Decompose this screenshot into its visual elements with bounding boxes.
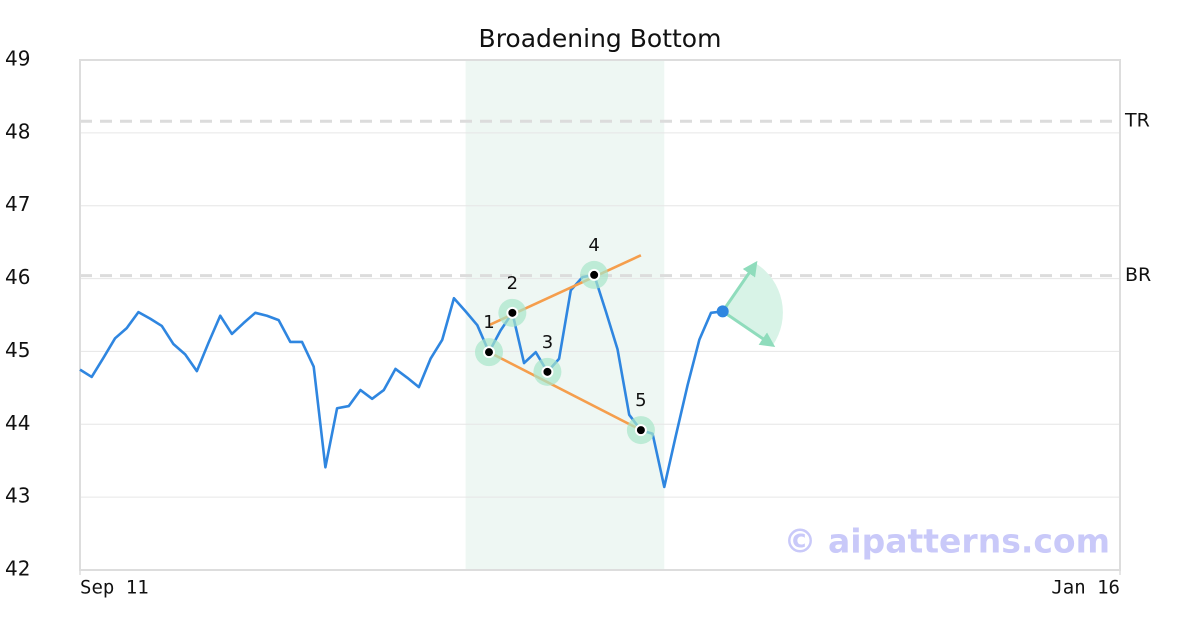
x-tick-label: Sep 11	[80, 577, 149, 599]
up-arrow	[721, 260, 758, 313]
watermark: © aipatterns.com	[784, 522, 1110, 561]
down-arrow	[721, 310, 776, 348]
price-line	[79, 273, 723, 489]
pattern-point	[588, 268, 601, 281]
y-tick-label: 43	[5, 484, 30, 508]
level-label: TR	[1124, 110, 1150, 132]
direction-wedge	[722, 263, 783, 346]
pattern-point	[634, 424, 647, 437]
current-point	[716, 305, 729, 318]
y-tick-label: 42	[5, 557, 30, 581]
pattern-label: 5	[635, 390, 646, 411]
level-label: BR	[1125, 264, 1151, 286]
pattern-label: 2	[507, 273, 518, 294]
pattern-label: 4	[588, 235, 599, 256]
pattern-label: 1	[483, 312, 494, 333]
y-tick-label: 46	[5, 265, 30, 289]
highlight-range	[465, 60, 665, 570]
pattern-point	[541, 365, 554, 378]
x-tick-label: Jan 16	[1051, 577, 1120, 599]
y-tick-label: 45	[5, 338, 30, 362]
y-tick-label: 44	[5, 411, 30, 435]
pattern-point	[482, 346, 495, 359]
pattern-point	[506, 306, 519, 319]
y-tick-label: 47	[5, 192, 30, 216]
y-tick-label: 48	[5, 119, 30, 143]
pattern-label: 3	[542, 332, 553, 353]
plot-frame	[79, 59, 1121, 571]
y-tick-label: 49	[5, 47, 30, 71]
trend-line	[488, 351, 642, 432]
chart-title: Broadening Bottom	[479, 24, 722, 53]
